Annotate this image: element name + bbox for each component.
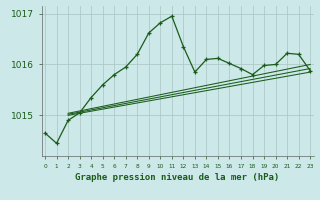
X-axis label: Graphe pression niveau de la mer (hPa): Graphe pression niveau de la mer (hPa) <box>76 173 280 182</box>
